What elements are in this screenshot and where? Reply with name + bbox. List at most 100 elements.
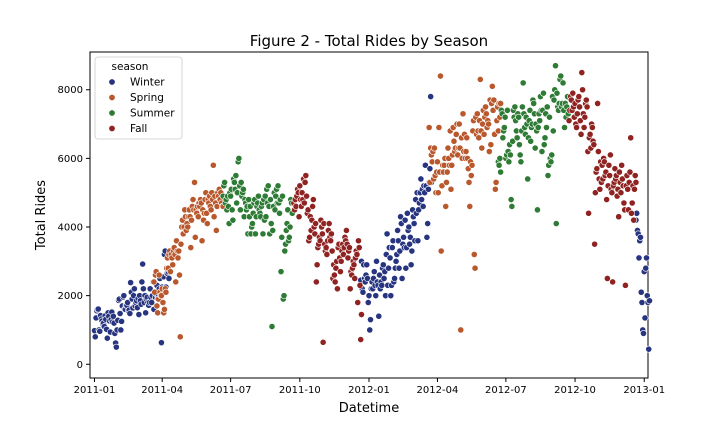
point-fall	[603, 275, 611, 282]
point-fall	[580, 124, 588, 131]
point-spring	[198, 237, 206, 245]
point-summer	[543, 124, 550, 131]
y-tick-label: 0	[77, 360, 83, 371]
point-spring	[435, 124, 443, 131]
y-axis: 0 2000 4000 6000 8000	[58, 85, 90, 371]
point-spring	[452, 130, 460, 138]
point-spring	[463, 134, 471, 142]
point-summer	[557, 72, 565, 80]
point-winter	[139, 285, 147, 293]
point-summer	[495, 161, 503, 169]
point-fall	[605, 161, 613, 169]
point-winter	[426, 165, 434, 173]
point-winter	[103, 334, 111, 342]
point-fall	[586, 130, 594, 138]
point-fall	[322, 244, 330, 251]
point-fall	[594, 148, 602, 155]
point-fall	[608, 189, 616, 197]
point-summer	[516, 151, 524, 159]
point-fall	[624, 185, 632, 193]
point-winter	[376, 271, 383, 279]
legend-label-spring: Spring	[130, 92, 164, 104]
point-fall	[577, 130, 585, 138]
point-winter	[375, 312, 383, 320]
point-spring	[173, 237, 180, 245]
point-fall	[594, 100, 602, 107]
point-summer	[536, 117, 544, 125]
point-spring	[203, 220, 211, 227]
legend-label-fall: Fall	[130, 123, 147, 135]
point-summer	[544, 172, 552, 179]
point-fall	[581, 113, 589, 121]
point-fall	[354, 299, 362, 306]
point-winter	[398, 275, 406, 282]
point-winter	[363, 261, 371, 269]
point-summer	[513, 134, 521, 142]
point-winter	[642, 264, 650, 272]
point-fall	[300, 199, 308, 207]
point-winter	[417, 175, 425, 183]
point-summer	[237, 178, 245, 186]
point-fall	[301, 178, 309, 186]
point-summer	[553, 89, 561, 97]
point-spring	[434, 189, 442, 197]
point-winter	[120, 292, 128, 300]
point-fall	[615, 213, 623, 221]
point-fall	[628, 209, 635, 217]
point-summer	[508, 203, 516, 210]
point-spring	[437, 72, 444, 80]
point-winter	[423, 233, 431, 241]
point-fall	[296, 182, 304, 190]
point-winter	[383, 230, 391, 238]
point-fall	[565, 117, 573, 125]
point-spring	[431, 144, 438, 152]
point-summer	[284, 206, 292, 214]
point-spring	[478, 144, 486, 152]
point-winter	[386, 254, 394, 262]
point-fall	[596, 185, 604, 193]
point-summer	[527, 137, 535, 145]
point-fall	[309, 196, 317, 203]
point-spring	[468, 161, 476, 169]
point-summer	[262, 213, 270, 221]
point-winter	[408, 247, 416, 255]
point-winter	[388, 244, 396, 251]
point-fall	[603, 196, 611, 203]
point-summer	[255, 192, 262, 200]
point-summer	[511, 103, 519, 111]
point-summer	[249, 220, 256, 227]
legend-title: season	[112, 61, 149, 73]
point-summer	[233, 199, 241, 207]
point-fall	[309, 203, 316, 210]
point-winter	[148, 299, 156, 306]
point-winter	[419, 203, 427, 210]
point-spring	[447, 185, 455, 193]
point-winter	[366, 326, 374, 334]
point-spring	[454, 151, 462, 159]
point-fall	[295, 213, 303, 221]
point-winter	[637, 233, 644, 241]
point-spring	[473, 110, 481, 118]
point-fall	[303, 192, 310, 200]
point-winter	[418, 196, 426, 203]
point-spring	[480, 130, 488, 138]
point-summer	[278, 233, 286, 241]
point-spring	[207, 206, 215, 214]
point-winter	[146, 285, 154, 293]
point-summer	[534, 206, 541, 214]
point-spring	[162, 288, 170, 296]
point-summer	[240, 185, 247, 193]
point-spring	[459, 110, 467, 118]
point-summer	[509, 137, 517, 145]
point-fall	[340, 251, 347, 258]
point-summer	[230, 178, 238, 186]
x-tick-label: 2012-07	[485, 385, 527, 396]
point-winter	[641, 314, 649, 322]
point-fall	[569, 89, 577, 97]
point-spring	[476, 76, 484, 83]
point-spring	[438, 182, 446, 190]
x-tick-label: 2012-01	[348, 385, 390, 396]
point-spring	[444, 144, 452, 152]
point-summer	[259, 230, 267, 238]
point-fall	[312, 220, 320, 227]
